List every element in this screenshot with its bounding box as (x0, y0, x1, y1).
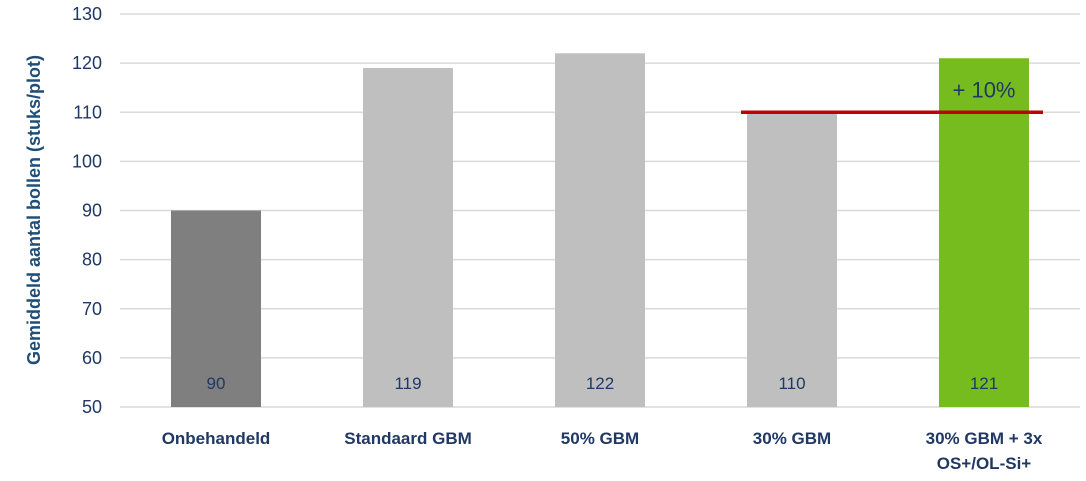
y-tick-label: 90 (82, 201, 102, 221)
bar (747, 112, 837, 407)
y-tick-label: 80 (82, 250, 102, 270)
bar (171, 210, 261, 407)
data-labels: 90 119 122 110 121 (207, 374, 999, 393)
category-label: Onbehandeld (162, 429, 271, 448)
bar (555, 53, 645, 408)
increase-annotation: + 10% (953, 77, 1016, 102)
y-tick-label: 120 (72, 53, 102, 73)
y-tick-label: 130 (72, 4, 102, 24)
y-axis-label: Gemiddeld aantal bollen (stuks/plot) (24, 55, 44, 365)
data-label: 90 (207, 374, 226, 393)
x-axis-categories: Onbehandeld Standaard GBM 50% GBM 30% GBM 30… (162, 429, 1043, 473)
category-label: 30% GBM + 3x (926, 429, 1043, 448)
category-label: 50% GBM (561, 429, 639, 448)
category-label: OS+/OL-Si+ (937, 454, 1032, 473)
bar (363, 68, 453, 407)
data-label: 122 (586, 374, 614, 393)
y-tick-label: 50 (82, 397, 102, 417)
category-label: Standaard GBM (344, 429, 472, 448)
data-label: 121 (970, 374, 998, 393)
data-label: 110 (778, 374, 805, 393)
y-axis-ticks: 50 60 70 80 90 100 110 120 130 (72, 4, 102, 417)
y-tick-label: 100 (72, 151, 102, 171)
data-label: 119 (394, 374, 421, 393)
category-label: 30% GBM (753, 429, 831, 448)
y-tick-label: 70 (82, 299, 102, 319)
y-tick-label: 110 (73, 102, 102, 122)
reference-line-group: + 10% (741, 77, 1043, 114)
y-tick-label: 60 (82, 348, 102, 368)
bar (939, 58, 1029, 408)
bars (171, 53, 1029, 408)
